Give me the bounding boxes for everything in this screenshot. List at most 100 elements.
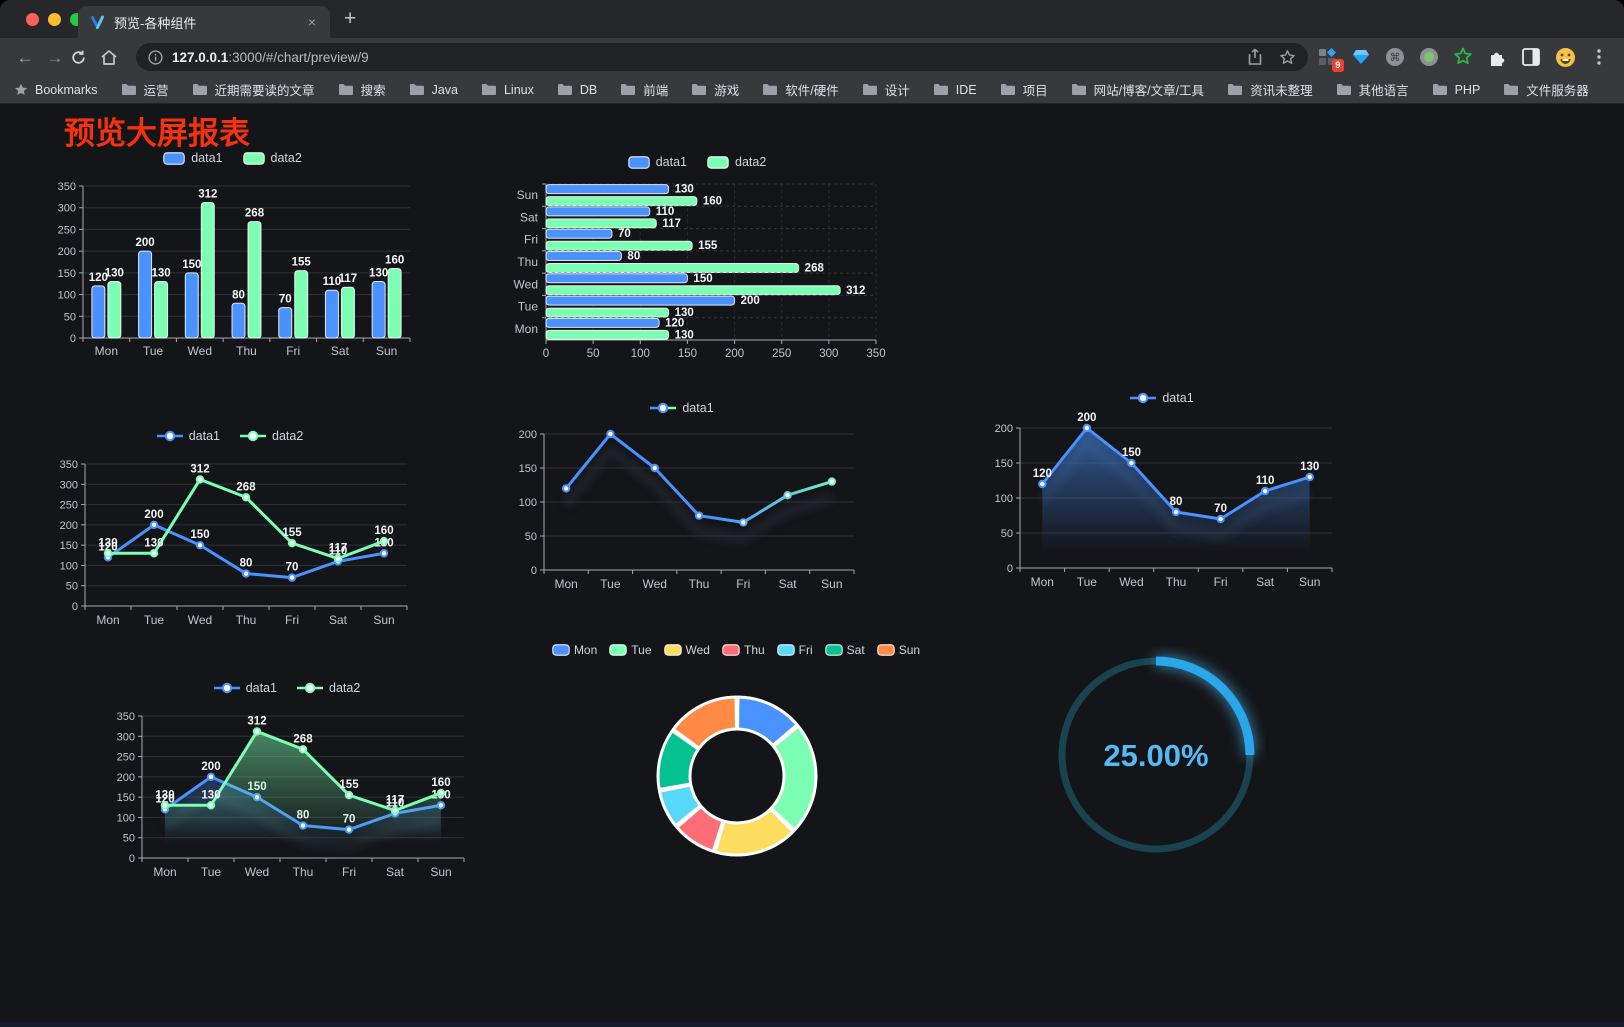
gauge-chart[interactable]: 25.00%	[1046, 646, 1266, 866]
bookmark-folder[interactable]: 网站/博客/文章/工具	[1071, 80, 1204, 99]
extension-command-icon[interactable]: ⌘	[1384, 46, 1406, 68]
bookmark-folder[interactable]: 其他语言	[1336, 80, 1409, 99]
legend-item-Tue[interactable]: Tue	[609, 643, 652, 657]
bookmarks-manager[interactable]: Bookmarks	[14, 83, 98, 97]
legend-item-data1[interactable]: data1	[627, 155, 687, 169]
legend-item-data2[interactable]: data2	[707, 155, 766, 169]
vertical-bar-chart[interactable]: data1 data2 0 50 100 150 200 250 300 350 Mon 120 130…	[45, 148, 420, 364]
svg-text:Thu: Thu	[293, 865, 314, 879]
legend-item-data1[interactable]: data1	[650, 401, 714, 415]
reload-button[interactable]	[70, 49, 100, 66]
sidebar-icon[interactable]	[1520, 46, 1542, 68]
progress-bar-chart[interactable]	[993, 154, 1351, 386]
bookmark-folder[interactable]: 设计	[862, 80, 910, 99]
bookmark-folder[interactable]: 运营	[121, 80, 169, 99]
extensions-puzzle-icon[interactable]	[1486, 46, 1508, 68]
legend-item-data2[interactable]: data2	[240, 429, 303, 443]
legend-item-Mon[interactable]: Mon	[552, 643, 597, 657]
svg-text:0: 0	[70, 333, 76, 345]
bookmark-folder[interactable]: 资讯未整理	[1227, 80, 1313, 99]
close-window-button[interactable]	[26, 13, 39, 26]
double-area-line-chart[interactable]: data1 data2 0 50 100 150 200 250 300 350 Mon Tue Wed…	[102, 678, 472, 890]
svg-text:0: 0	[543, 348, 549, 360]
donut-pie-chart[interactable]: Mon Tue Wed Thu Fri Sat Sun	[548, 640, 924, 880]
legend-item-data1[interactable]: data1	[1130, 391, 1194, 405]
bookmark-label: Java	[431, 82, 458, 97]
legend-label: data2	[735, 155, 767, 169]
legend-item-Fri[interactable]: Fri	[776, 643, 813, 657]
legend-item-data1[interactable]: data1	[163, 151, 223, 165]
browser-menu-icon[interactable]	[1588, 46, 1610, 68]
svg-text:312: 312	[846, 285, 865, 297]
svg-text:350: 350	[866, 348, 885, 360]
legend-swatch	[663, 644, 682, 656]
bookmark-folder[interactable]: Linux	[481, 83, 534, 97]
back-button[interactable]: ←	[16, 47, 34, 67]
svg-text:Tue: Tue	[201, 865, 222, 879]
area-line-chart[interactable]: data1 0 50 100 150 200 Mon Tue Wed Thu Fri Sat Sun 12…	[982, 388, 1342, 596]
extension-record-icon[interactable]	[1418, 46, 1440, 68]
legend-item-data2[interactable]: data2	[297, 681, 360, 695]
bookmark-folder[interactable]: 搜索	[338, 80, 386, 99]
legend-label: data1	[682, 401, 714, 415]
line-chart[interactable]: data1 data2 0 50 100 150 200 250 300 350 Mon Tue Wed…	[45, 426, 415, 638]
bookmark-folder[interactable]: 游戏	[691, 80, 739, 99]
svg-text:155: 155	[282, 527, 302, 539]
share-icon[interactable]	[1247, 48, 1263, 66]
bookmark-folder[interactable]: DB	[557, 83, 597, 97]
bookmark-star-icon[interactable]	[1279, 49, 1296, 66]
folder-icon	[557, 84, 572, 95]
bookmark-folder[interactable]: IDE	[933, 83, 977, 97]
gradient-line-chart[interactable]: data1 0 50 100 150 200 Mon Tue Wed Thu Fri Sat Sun	[498, 398, 866, 610]
site-info-icon[interactable]	[148, 49, 163, 65]
svg-text:80: 80	[1170, 496, 1183, 508]
svg-text:130: 130	[98, 537, 117, 549]
svg-text:200: 200	[144, 509, 163, 521]
horizontal-bar-chart[interactable]: data1 data2 0 50 100 150 200 250 300 350 Sun 130 160…	[502, 152, 892, 366]
minimize-window-button[interactable]	[48, 13, 61, 26]
bookmark-label: 网站/博客/文章/工具	[1093, 84, 1205, 98]
extension-emoji-icon[interactable]	[1554, 46, 1576, 68]
forward-button[interactable]: →	[46, 47, 64, 67]
legend-item-Thu[interactable]: Thu	[722, 643, 765, 657]
svg-text:25.00%: 25.00%	[1103, 738, 1208, 773]
legend-item-Wed[interactable]: Wed	[663, 643, 710, 657]
bookmark-folder[interactable]: 项目	[1000, 80, 1048, 99]
home-button[interactable]	[100, 49, 130, 66]
svg-text:150: 150	[678, 348, 697, 360]
svg-text:117: 117	[662, 218, 681, 230]
legend-item-Sat[interactable]: Sat	[824, 643, 865, 657]
svg-text:Mon: Mon	[153, 865, 176, 879]
legend-item-data1[interactable]: data1	[156, 429, 220, 443]
legend-item-data2[interactable]: data2	[242, 151, 302, 165]
browser-tab[interactable]: 预览-各种组件 ×	[78, 6, 330, 38]
legend-marker	[213, 682, 240, 694]
bookmark-folder[interactable]: 近期需要读的文章	[192, 80, 315, 99]
svg-text:110: 110	[329, 545, 348, 557]
legend-label: data1	[191, 151, 223, 165]
extension-diamond-icon[interactable]	[1350, 46, 1372, 68]
bookmark-folder[interactable]: 文件服务器	[1503, 80, 1589, 99]
extension-grid-icon[interactable]: 9	[1316, 46, 1344, 72]
bookmark-folder[interactable]: Java	[409, 83, 458, 97]
svg-text:Sat: Sat	[520, 210, 539, 224]
bookmark-folder[interactable]: 软件/硬件	[762, 80, 839, 99]
folder-icon	[121, 84, 136, 95]
bookmark-label: 运营	[143, 84, 169, 98]
bookmark-label: 软件/硬件	[785, 84, 839, 98]
window-controls	[26, 13, 83, 26]
new-tab-button[interactable]: +	[344, 7, 357, 30]
legend-item-data1[interactable]: data1	[213, 681, 277, 695]
svg-text:Tue: Tue	[143, 344, 164, 358]
chart-legend: data1	[498, 398, 866, 418]
legend-item-Sun[interactable]: Sun	[876, 643, 920, 657]
address-bar[interactable]: 127.0.0.1:3000/#/chart/preview/9	[136, 43, 1308, 71]
bookmark-folder[interactable]: PHP	[1432, 83, 1480, 97]
svg-text:155: 155	[339, 779, 359, 791]
extension-green-star-icon[interactable]	[1452, 46, 1474, 68]
bookmark-folder[interactable]: 前端	[620, 80, 668, 99]
tab-close-icon[interactable]: ×	[307, 14, 316, 30]
svg-text:Tue: Tue	[1077, 575, 1098, 589]
svg-text:50: 50	[1001, 528, 1013, 540]
legend-marker	[1130, 392, 1157, 404]
